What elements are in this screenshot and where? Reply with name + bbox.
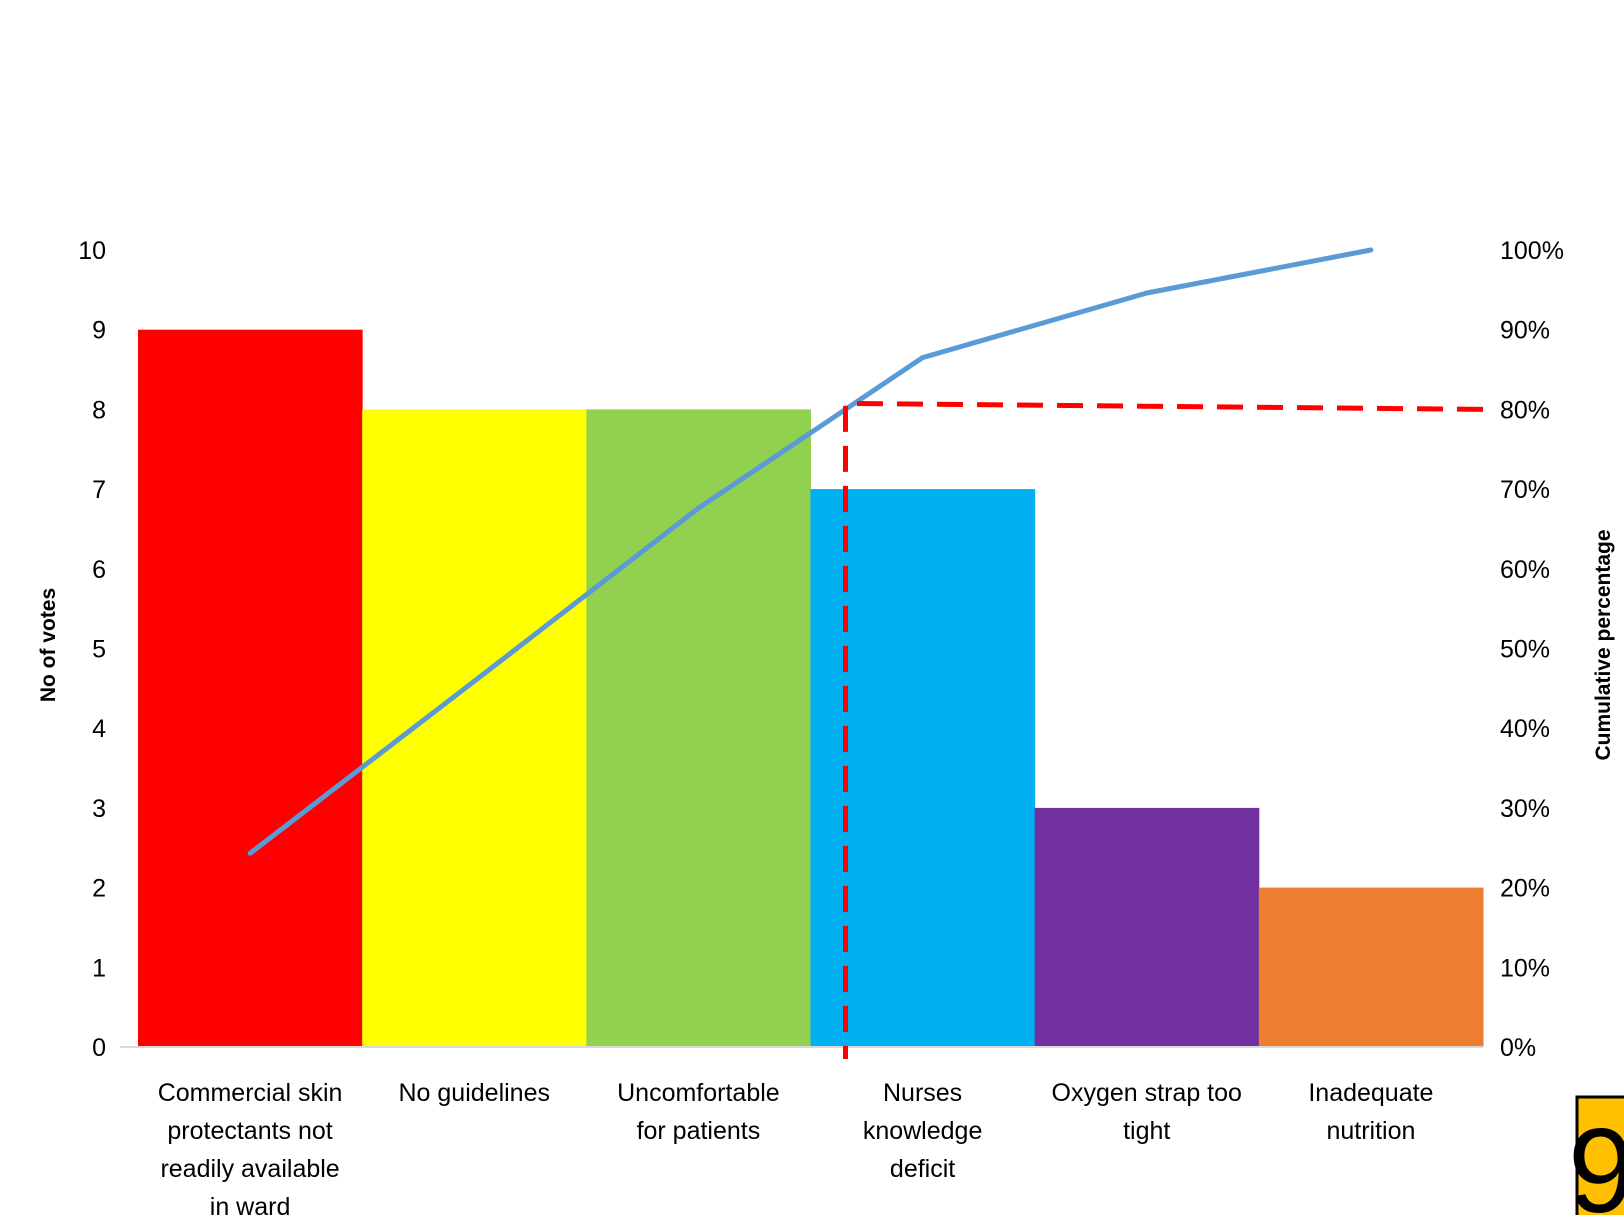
x-category-label: Inadequate nutrition <box>1308 1079 1433 1145</box>
y-tick-label: 2 <box>92 875 106 903</box>
y-tick-label: 10 <box>78 237 106 265</box>
y-tick-label: 9 <box>92 317 106 345</box>
y2-tick-label: 20% <box>1500 875 1550 903</box>
bar-5 <box>1034 807 1260 1047</box>
y2-tick-label: 90% <box>1500 317 1550 345</box>
corner-badge: 9 <box>1568 1095 1624 1215</box>
badge-box <box>1575 1095 1624 1215</box>
category-labels: Commercial skin protectants not readily av… <box>158 1079 1434 1215</box>
y2-tick-label: 40% <box>1500 715 1550 743</box>
x-category-label-line: nutrition <box>1326 1117 1415 1145</box>
y2-tick-label: 0% <box>1500 1034 1536 1062</box>
y2-tick-label: 80% <box>1500 396 1550 424</box>
bar-1 <box>138 329 363 1047</box>
x-category-label: Commercial skin protectants not readily av… <box>158 1079 343 1215</box>
x-category-label-line: Uncomfortable <box>617 1079 780 1107</box>
badge-label: 9 <box>1568 1104 1624 1215</box>
bar-3 <box>586 409 811 1047</box>
x-category-label: Uncomfortable for patients <box>617 1079 780 1145</box>
x-category-label-line: for patients <box>637 1117 761 1145</box>
x-category-label: Oxygen strap too tight <box>1052 1079 1242 1145</box>
y2-tick-label: 70% <box>1500 476 1550 504</box>
bars <box>138 329 1484 1048</box>
y-tick-label: 1 <box>92 954 106 982</box>
x-category-label-line: knowledge <box>863 1117 983 1145</box>
x-category-label-line: Nurses <box>883 1079 962 1107</box>
y-tick-label: 8 <box>92 396 106 424</box>
y2-axis-ticks: 0% 10% 20% 30% 40% 50% 60% 70% 80% 90% 100% <box>1500 237 1564 1062</box>
bar-6 <box>1258 887 1484 1047</box>
x-category-label-line: protectants not <box>167 1117 332 1145</box>
y-tick-label: 0 <box>92 1034 106 1062</box>
x-category-label-line: readily available <box>160 1155 339 1183</box>
x-category-label: Nurses knowledge deficit <box>863 1079 983 1183</box>
x-category-label-line: tight <box>1123 1117 1170 1145</box>
x-category-label-line: deficit <box>890 1155 955 1183</box>
y2-tick-label: 60% <box>1500 556 1550 584</box>
y2-tick-label: 30% <box>1500 795 1550 823</box>
y-axis-ticks: 0 1 2 3 4 5 6 7 8 9 10 <box>78 237 106 1062</box>
y-tick-label: 4 <box>92 715 106 743</box>
y2-tick-label: 10% <box>1500 954 1550 982</box>
threshold-80-percent-line <box>843 400 1484 1059</box>
y-tick-label: 5 <box>92 636 106 664</box>
y2-tick-label: 100% <box>1500 237 1564 265</box>
bar-2 <box>362 409 587 1047</box>
x-category-label: No guidelines <box>399 1079 551 1107</box>
y-tick-label: 7 <box>92 476 106 504</box>
cumulative-percentage-line <box>247 247 1374 856</box>
y-tick-label: 6 <box>92 556 106 584</box>
x-category-label-line: Inadequate <box>1308 1079 1433 1107</box>
x-category-label-line: Commercial skin <box>158 1079 343 1107</box>
x-category-label-line: in ward <box>210 1193 291 1215</box>
x-category-label-line: Oxygen strap too <box>1052 1079 1242 1107</box>
y-axis-title: No of votes <box>37 588 60 702</box>
y-tick-label: 3 <box>92 795 106 823</box>
y2-axis-title: Cumulative percentage <box>1592 529 1615 760</box>
y2-tick-label: 50% <box>1500 636 1550 664</box>
x-category-label-line: No guidelines <box>399 1079 551 1107</box>
